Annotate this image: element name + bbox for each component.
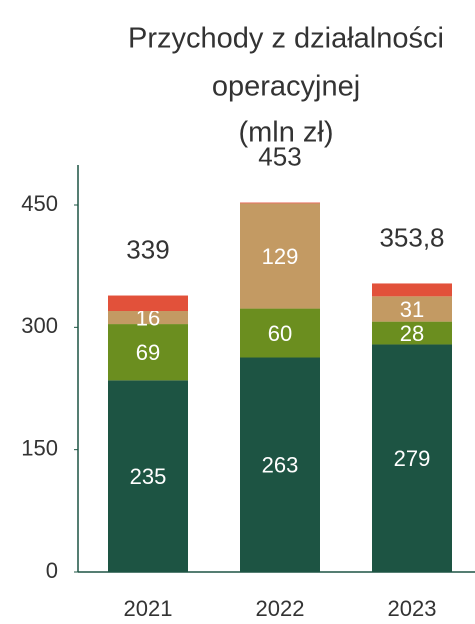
bar-segment xyxy=(372,296,452,322)
x-tick-label: 2023 xyxy=(388,596,437,621)
bar-segment xyxy=(372,283,452,297)
bar-segment xyxy=(372,344,452,572)
data-label: 279 xyxy=(394,446,431,471)
chart-title: operacyjnej xyxy=(212,71,360,103)
bar-segment xyxy=(372,321,452,345)
data-label: 69 xyxy=(136,340,160,365)
data-label: 60 xyxy=(268,321,292,346)
data-label: 263 xyxy=(262,453,299,478)
y-tick-label: 0 xyxy=(46,558,58,583)
chart-title: Przychody z działalności xyxy=(128,23,444,55)
data-label: 31 xyxy=(400,297,424,322)
y-tick-label: 150 xyxy=(21,435,58,460)
y-tick-label: 450 xyxy=(21,191,58,216)
bar-segment xyxy=(240,203,320,309)
bar-segment xyxy=(240,308,320,358)
bar-segment xyxy=(108,311,188,325)
x-tick-label: 2022 xyxy=(256,596,305,621)
total-label: 353,8 xyxy=(379,222,444,252)
data-label: 235 xyxy=(130,464,167,489)
x-tick-label: 2021 xyxy=(124,596,173,621)
data-label: 129 xyxy=(262,244,299,269)
bar-segment xyxy=(108,324,188,381)
y-tick-label: 300 xyxy=(21,313,58,338)
bar-segment xyxy=(108,295,188,312)
bar-segment xyxy=(108,380,188,572)
bar-segment xyxy=(240,357,320,572)
chart-title: (mln zł) xyxy=(238,117,333,149)
data-label: 28 xyxy=(400,321,424,346)
total-label: 453 xyxy=(258,141,301,171)
bar-segment xyxy=(240,202,320,204)
total-label: 339 xyxy=(126,234,169,264)
